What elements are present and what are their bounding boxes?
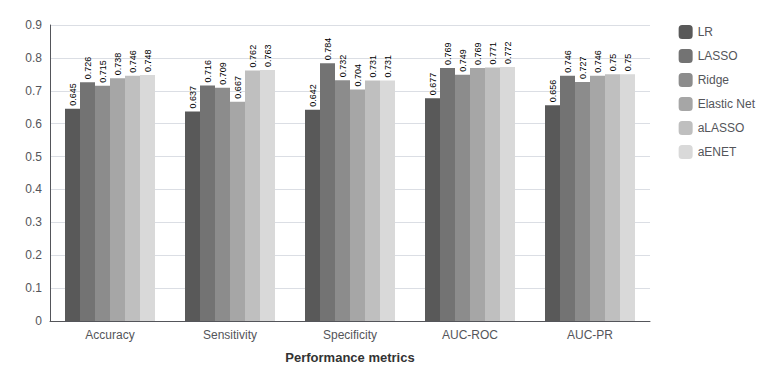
svg-text:aENET: aENET [698,145,737,159]
svg-text:0.704: 0.704 [353,64,363,87]
svg-text:0.716: 0.716 [203,60,213,83]
svg-text:Accuracy: Accuracy [85,328,134,342]
svg-text:Ridge: Ridge [698,73,730,87]
svg-text:aLASSO: aLASSO [698,121,745,135]
svg-text:0.75: 0.75 [608,54,618,72]
svg-text:0.667: 0.667 [233,76,243,99]
svg-text:0.772: 0.772 [503,42,513,65]
svg-text:Elastic Net: Elastic Net [698,97,756,111]
svg-text:0.5: 0.5 [25,150,42,164]
svg-text:LASSO: LASSO [698,49,738,63]
svg-text:0.7: 0.7 [25,84,42,98]
svg-text:0.2: 0.2 [25,248,42,262]
svg-text:0.749: 0.749 [458,49,468,72]
svg-text:0.784: 0.784 [323,38,333,61]
svg-text:0.771: 0.771 [488,42,498,65]
svg-text:0.1: 0.1 [25,281,42,295]
svg-text:LR: LR [698,25,714,39]
svg-text:0.677: 0.677 [428,73,438,96]
svg-text:0.727: 0.727 [578,56,588,79]
svg-text:Sensitivity: Sensitivity [203,328,257,342]
svg-text:AUC-PR: AUC-PR [567,328,613,342]
svg-text:0.731: 0.731 [368,55,378,78]
svg-text:0.746: 0.746 [563,50,573,73]
svg-text:0.748: 0.748 [143,49,153,72]
svg-text:0.726: 0.726 [83,57,93,80]
svg-text:0.762: 0.762 [248,45,258,68]
svg-text:Performance metrics: Performance metrics [285,350,414,365]
svg-text:0.732: 0.732 [338,55,348,78]
svg-text:0.642: 0.642 [308,84,318,107]
svg-text:0.746: 0.746 [128,50,138,73]
svg-text:0: 0 [35,314,42,328]
svg-text:0.769: 0.769 [443,43,453,66]
svg-text:0.637: 0.637 [188,86,198,109]
svg-text:0.4: 0.4 [25,182,42,196]
svg-text:0.8: 0.8 [25,51,42,65]
svg-text:0.6: 0.6 [25,117,42,131]
svg-text:0.731: 0.731 [383,55,393,78]
svg-text:0.715: 0.715 [98,60,108,83]
svg-text:0.645: 0.645 [68,83,78,106]
svg-text:0.656: 0.656 [548,80,558,103]
svg-text:Specificity: Specificity [323,328,377,342]
svg-text:0.738: 0.738 [113,53,123,76]
svg-text:0.763: 0.763 [263,45,273,68]
svg-text:0.769: 0.769 [473,43,483,66]
svg-text:AUC-ROC: AUC-ROC [442,328,498,342]
svg-text:0.75: 0.75 [623,54,633,72]
svg-text:0.9: 0.9 [25,18,42,32]
svg-text:0.709: 0.709 [218,62,228,85]
svg-text:0.3: 0.3 [25,215,42,229]
svg-text:0.746: 0.746 [593,50,603,73]
